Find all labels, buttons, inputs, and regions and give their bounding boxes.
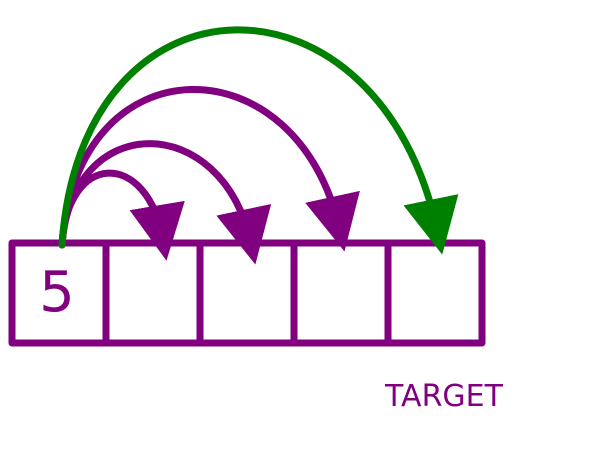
cell-box (290, 239, 392, 347)
array-cell: 5 (8, 239, 110, 347)
jump-arrows (58, 26, 459, 265)
array-cell (384, 239, 486, 347)
array-cell (102, 239, 204, 347)
cell-box (102, 239, 204, 347)
target-label: TARGET (384, 379, 504, 414)
jump-arrow (58, 140, 272, 265)
array-cell (290, 239, 392, 347)
target-jump-arrow (58, 26, 459, 255)
cell-box (384, 239, 486, 347)
array-cell (196, 239, 298, 347)
cell-value: 5 (39, 260, 75, 325)
array-cells: 5 (8, 239, 486, 347)
jump-arrow (58, 86, 360, 252)
cell-box (196, 239, 298, 347)
